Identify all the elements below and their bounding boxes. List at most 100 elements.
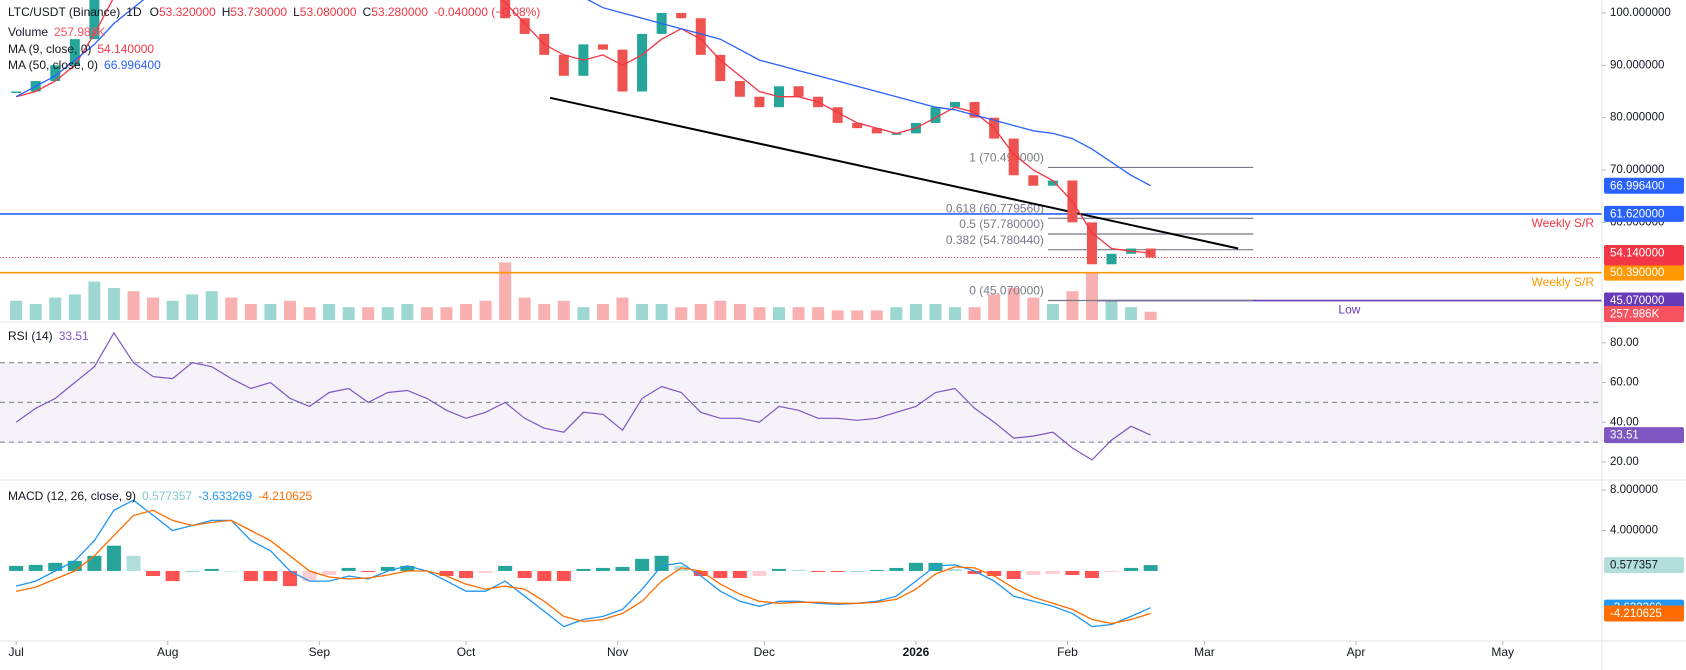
legend-value: -4.210625 [258,489,312,503]
y-tick-label: 60.00 [1610,377,1639,389]
macd-histogram-bar [165,570,180,582]
macd-histogram-bar [361,570,376,572]
macd-histogram-bar [537,570,552,582]
x-tick-label: 2026 [903,645,930,659]
y-tick-label: 90.000000 [1610,59,1664,71]
macd-histogram-bar [1124,567,1139,571]
volume-bar [29,304,42,320]
legend-label: RSI (14) [8,329,53,343]
x-tick-label: Sep [309,645,331,659]
volume-bar [205,291,218,320]
volume-bar [792,307,805,320]
price-badge-label: 45.070000 [1610,295,1664,307]
ohlc-key: C [363,5,372,19]
macd-histogram-bar [595,567,610,571]
macd-histogram-bar [1026,570,1041,576]
macd-histogram-bar [224,570,239,572]
volume-bar [88,281,101,320]
candle [754,96,765,108]
volume-bar [753,307,766,320]
macd-histogram-bar [635,558,650,571]
volume-bar [303,307,316,320]
volume-bar [1105,300,1118,320]
volume-bar [10,300,23,320]
candle [930,107,941,123]
volume-bar [225,297,238,320]
x-tick-label: Jul [8,645,23,659]
candle [1028,175,1039,186]
y-tick-label: 70.000000 [1610,164,1664,176]
volume-bar [675,307,688,320]
legend-value: -3.633269 [198,489,252,503]
y-tick-label: 80.00 [1610,337,1639,349]
legend-value: 66.996400 [104,58,161,72]
candle [11,91,22,94]
volume-bar [949,307,962,320]
macd-histogram-bar [693,570,708,577]
macd-histogram-bar [967,570,982,574]
macd-histogram-bar [752,570,767,577]
macd-histogram-bar [1006,570,1021,580]
candle [1047,180,1058,186]
legend-value: 54.140000 [97,42,154,56]
ohlc-value: 53.730000 [230,5,287,19]
macd-histogram-bar [556,570,571,582]
candle [69,39,80,66]
candle [1008,138,1019,176]
price-badge [1604,306,1684,322]
volume-bar [479,300,492,320]
price-badge [1604,264,1684,281]
ma-line [15,0,1151,187]
macd-histogram-bar [400,565,415,571]
volume-bar [538,304,551,320]
candle [832,107,843,123]
y-tick-label: 40.00 [1610,416,1639,428]
symbol: LTC/USDT (Binance) [8,5,120,19]
macd-histogram-bar [928,562,943,571]
volume-bar [890,307,903,320]
volume-bar [166,300,179,320]
macd-histogram-bar [1104,570,1119,572]
volume-bar [851,310,864,320]
macd-histogram-bar [732,570,747,579]
macd-histogram-bar [713,570,728,579]
level-annotation: Weekly S/R [1532,216,1595,230]
candle [1106,253,1117,265]
volume-bar [127,291,140,320]
macd-histogram-bar [1065,570,1080,576]
y-tick-label: 100.000000 [1610,7,1671,19]
x-tick-label: May [1491,645,1514,659]
candle [891,133,902,135]
volume-bar [596,304,609,320]
volume-bar [831,310,844,320]
candle [734,81,745,97]
candle [793,86,804,97]
volume-bar [518,297,531,320]
candle [637,33,648,92]
volume-bar [870,310,883,320]
macd-histogram-bar [830,570,845,572]
candle [500,0,511,19]
volume-bar [362,307,375,320]
legend-label: MA (9, close, 0) [8,42,91,56]
ohlc-value: 53.080000 [300,5,357,19]
x-tick-label: Dec [754,645,775,659]
price-badge-label: 54.140000 [1610,248,1664,260]
rsi-panel [0,331,1602,461]
macd-histogram-bar [791,569,806,571]
volume-bar [244,304,257,320]
x-tick-label: Mar [1194,645,1215,659]
volume-bar [107,288,120,320]
ohlc-value: 53.280000 [371,5,428,19]
macd-histogram-bar [498,565,513,571]
macd-histogram-bar [1143,565,1158,571]
macd-histogram-bar [322,570,337,576]
macd-histogram-bar [889,567,904,571]
volume-bar [68,294,81,320]
volume-bar [460,304,473,320]
price-badge [1604,427,1684,444]
macd-histogram-bar [908,562,923,571]
price-badge [1604,205,1684,222]
price-badge-label: 33.51 [1610,430,1639,442]
